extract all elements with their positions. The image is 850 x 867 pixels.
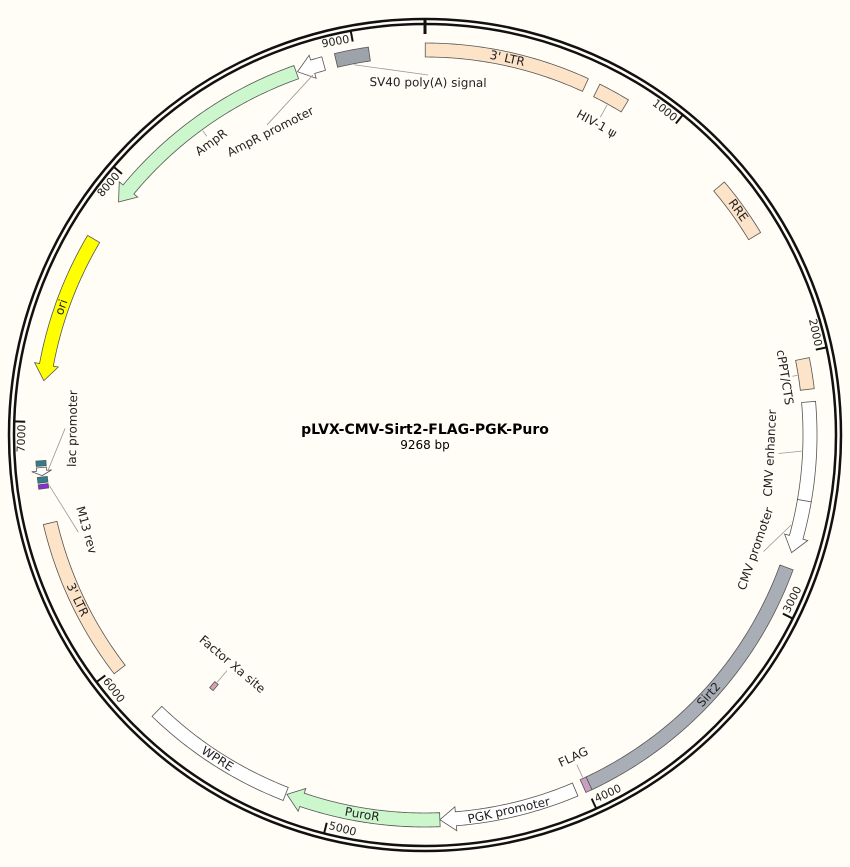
label-flag: FLAG [556, 744, 590, 770]
feature-flag[interactable] [579, 776, 593, 793]
label-leader-line [202, 130, 208, 137]
features [31, 42, 818, 832]
tick-mark [675, 114, 684, 125]
feature-cppt-cts[interactable] [795, 357, 815, 391]
label-factor-xa-site: Factor Xa site [197, 633, 268, 696]
feature-cmv-promoter[interactable] [783, 499, 812, 554]
feature-ampr[interactable] [118, 65, 300, 203]
label-leader-line [576, 764, 584, 778]
feature-wpre[interactable] [151, 705, 289, 801]
feature-3-ltr[interactable] [42, 520, 126, 675]
label-puror: PuroR [344, 805, 381, 825]
feature-pgk-promoter[interactable] [439, 782, 579, 832]
label-sv40-poly-a-signal: SV40 poly(A) signal [369, 75, 486, 90]
label-leader-line [778, 450, 802, 454]
feature-m13-rev[interactable] [37, 483, 50, 490]
tick-mark [349, 30, 354, 42]
tick-label: 9000 [321, 33, 351, 51]
tick-label: 2000 [806, 317, 825, 347]
label-leader-line [49, 485, 79, 533]
label-leader-line [763, 524, 792, 552]
label-leader-line [216, 670, 228, 683]
tick-mark [323, 822, 328, 834]
label-leader-line [354, 64, 429, 76]
label-pgk-promoter: PGK promoter [466, 794, 551, 826]
label-hiv-1: HIV-1 ψ [574, 107, 619, 140]
tick-mark [95, 674, 106, 683]
label-leader-line [266, 74, 314, 126]
plasmid-name: pLVX-CMV-Sirt2-FLAG-PGK-Puro [301, 422, 549, 438]
label-cppt-cts: cPPT/CTS [774, 349, 797, 406]
feature-ampr-promoter[interactable] [296, 54, 326, 79]
label-leader-line [792, 375, 798, 377]
label-ampr-promoter: AmpR promoter [225, 104, 316, 160]
feature-lac-promoter[interactable] [31, 466, 52, 477]
tick-mark [590, 798, 598, 810]
tick-mark [815, 346, 827, 351]
label-wpre: WPRE [199, 743, 236, 774]
label-3-ltr: 3' LTR [64, 581, 92, 619]
feature-ori[interactable] [33, 234, 101, 382]
feature-sv40-poly-a-signal[interactable] [333, 46, 371, 68]
label-ori: ori [52, 298, 70, 317]
plasmid-length: 9268 bp [400, 438, 450, 452]
feature-3-ltr[interactable] [424, 42, 589, 92]
feature-hiv-1[interactable] [593, 83, 630, 113]
feature-rre[interactable] [713, 181, 762, 241]
tick-mark [782, 612, 794, 620]
label-leader-line [47, 428, 66, 472]
label-leader-line [599, 104, 608, 118]
feature-factor-xa-site[interactable] [209, 681, 219, 692]
feature-lac-operator[interactable] [36, 475, 49, 484]
tick-mark [112, 165, 123, 175]
label-lac-promoter: lac promoter [65, 390, 80, 467]
feature-puror[interactable] [286, 787, 441, 828]
label-cmv-enhancer: CMV enhancer [761, 409, 780, 497]
label-cmv-promoter: CMV promoter [735, 506, 776, 592]
tick-label: 7000 [15, 424, 29, 452]
feature-lac-operator[interactable] [35, 460, 47, 467]
